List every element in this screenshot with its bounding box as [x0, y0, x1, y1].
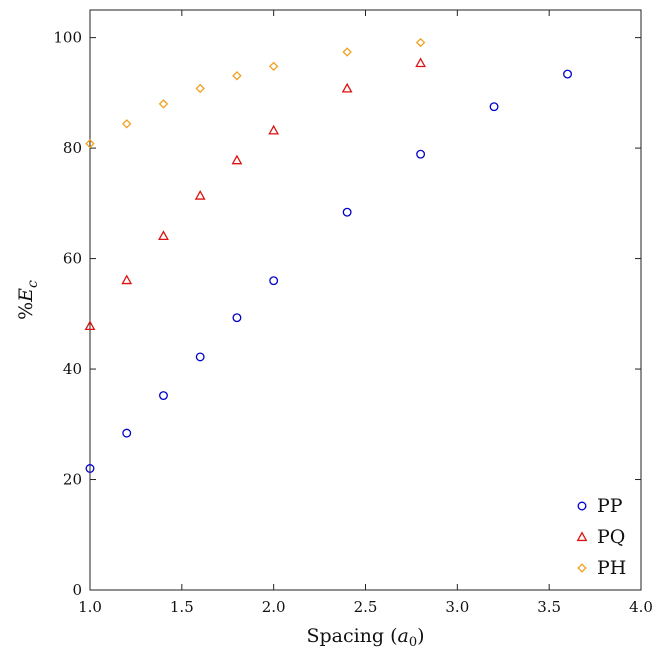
data-point-pq	[121, 274, 133, 285]
y-axis-label-symbol: E	[15, 288, 37, 303]
series-pp	[85, 69, 572, 473]
series-pq	[84, 57, 427, 331]
data-point-pp	[342, 207, 352, 217]
x-tick-label: 1.0	[78, 598, 102, 616]
data-point-ph	[415, 37, 426, 48]
x-tick-label: 3.5	[537, 598, 561, 616]
x-tick-label: 4.0	[629, 598, 653, 616]
data-point-pp	[195, 352, 205, 362]
y-axis-label-group: %Ec	[15, 280, 41, 320]
data-point-ph	[232, 71, 242, 81]
data-point-pp	[416, 149, 426, 159]
x-axis: 1.0 1.5 2.0 2.5 3.0 3.5 4.0	[78, 10, 653, 616]
y-axis-label-subscript: c	[25, 280, 41, 288]
data-point-ph	[268, 61, 279, 72]
data-point-pp	[489, 102, 499, 112]
data-point-ph	[158, 99, 169, 109]
data-point-ph	[195, 83, 205, 94]
legend-marker-pp	[577, 501, 587, 511]
data-point-pp	[269, 276, 279, 286]
data-point-ph	[122, 119, 132, 129]
legend-item-pp: PP	[577, 495, 623, 517]
data-point-pq	[268, 124, 280, 135]
data-point-pp	[232, 313, 242, 323]
data-point-pq	[341, 82, 353, 93]
data-point-pq	[194, 189, 206, 200]
legend-item-pq: PQ	[576, 526, 625, 548]
legend: PP PQ PH	[576, 495, 626, 579]
plot-area	[89, 9, 642, 591]
x-tick-label: 3.0	[445, 598, 469, 616]
x-axis-label-subscript: 0	[409, 635, 417, 650]
x-axis-label-main: Spacing (	[306, 625, 397, 647]
legend-label: PQ	[597, 526, 625, 548]
y-tick-label: 20	[63, 471, 82, 489]
legend-item-ph: PH	[577, 557, 626, 579]
data-point-pp	[563, 69, 572, 79]
y-axis-label: %Ec	[15, 280, 41, 320]
data-point-pp	[85, 464, 95, 473]
x-axis-label: Spacing (a0)	[306, 625, 424, 650]
y-axis-label-percent: %	[15, 302, 37, 320]
x-tick-label: 2.0	[262, 598, 286, 616]
y-tick-label: 40	[63, 360, 82, 378]
legend-label: PH	[597, 557, 626, 579]
series-ph	[85, 37, 426, 149]
legend-label: PP	[597, 495, 623, 517]
y-tick-label: 0	[72, 581, 82, 599]
y-tick-label: 100	[53, 29, 82, 47]
y-axis: 0 20 40 60 80 100	[53, 29, 641, 599]
data-point-ph	[342, 47, 352, 57]
data-point-pq	[415, 57, 427, 68]
x-tick-label: 2.5	[354, 598, 378, 616]
x-axis-label-unit: a	[398, 625, 409, 647]
x-tick-label: 1.5	[170, 598, 194, 616]
data-point-pq	[231, 154, 243, 165]
data-point-pp	[159, 391, 168, 401]
y-tick-label: 80	[63, 139, 82, 157]
data-points	[84, 37, 572, 473]
legend-marker-ph	[577, 563, 587, 573]
data-point-pq	[158, 230, 169, 241]
data-point-ph	[85, 138, 95, 149]
x-axis-label-close: )	[417, 625, 424, 647]
legend-marker-pq	[576, 531, 588, 542]
y-tick-label: 60	[63, 250, 82, 268]
data-point-pq	[84, 320, 96, 331]
data-point-pp	[122, 428, 132, 438]
